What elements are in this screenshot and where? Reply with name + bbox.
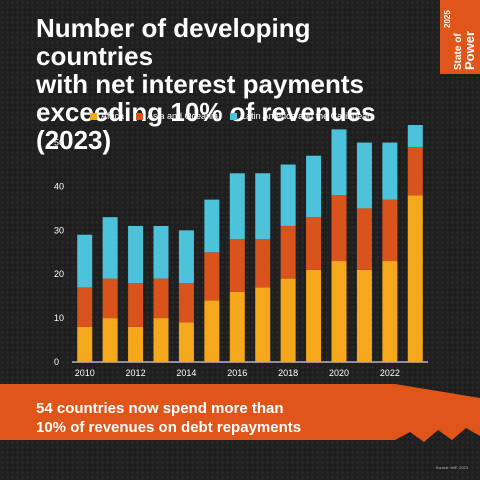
x-tick-label: 2016 xyxy=(227,368,247,378)
title-line-3: exceeding 10% of revenues (2023) xyxy=(36,97,376,155)
bar-segment xyxy=(77,287,93,327)
bar-segment xyxy=(280,164,296,226)
bar-segment xyxy=(128,326,144,362)
bar-segment xyxy=(204,300,220,362)
bar-segment xyxy=(77,234,93,288)
x-tick-label: 2022 xyxy=(380,368,400,378)
bar-segment xyxy=(178,230,194,283)
badge-year: 2025 xyxy=(443,10,452,28)
bar-segment xyxy=(255,287,271,362)
legend-swatch-asia-oceania xyxy=(136,112,144,120)
y-tick-label: 20 xyxy=(54,269,64,279)
banner-shape xyxy=(0,384,410,440)
bar-segment xyxy=(229,291,245,362)
bar-segment xyxy=(407,125,423,147)
legend-label-asia-oceania: Asia and Oceania xyxy=(147,111,219,121)
bar-segment xyxy=(128,225,144,283)
bar-segment xyxy=(382,261,398,362)
badge-line-2: Power xyxy=(462,31,477,70)
bar-segment xyxy=(153,318,169,362)
bar-segment xyxy=(128,283,144,327)
bar-segment xyxy=(229,239,245,292)
banner-flag-tail xyxy=(395,384,480,442)
legend-swatch-africa xyxy=(90,112,97,120)
bar-segment xyxy=(153,278,169,319)
bar-segment xyxy=(204,199,220,253)
bar-segment xyxy=(77,326,93,362)
badge-line-1: State of xyxy=(453,33,464,70)
x-tick-label: 2018 xyxy=(278,368,298,378)
banner-text: 54 countries now spend more than 10% of … xyxy=(36,399,366,437)
bar-segment xyxy=(102,217,118,279)
badge-text: 2025 State of Power xyxy=(443,10,477,70)
y-tick-label: 10 xyxy=(54,313,64,323)
legend-item-latin-america: Latin America and the Caribbean xyxy=(230,111,372,121)
legend-label-africa: Africa xyxy=(101,111,125,121)
source-note: Source: IMF, 2023 xyxy=(435,465,468,470)
bar-segment xyxy=(204,252,220,301)
legend-swatch-latin-america xyxy=(230,112,238,120)
bar-segment xyxy=(331,129,347,196)
y-tick-label: 40 xyxy=(54,181,64,191)
bar-segment xyxy=(255,173,271,240)
bar-segment xyxy=(382,199,398,262)
legend-item-africa: Africa xyxy=(90,111,124,121)
bar-segment xyxy=(306,217,322,270)
bar-segment xyxy=(280,278,296,362)
state-of-power-badge: 2025 State of Power xyxy=(440,0,480,74)
banner-line-2: 10% of revenues on debt repayments xyxy=(36,419,302,436)
bar-segment xyxy=(407,146,423,196)
bar-segment xyxy=(178,283,194,323)
y-tick-label: 30 xyxy=(54,225,64,235)
bar-segment xyxy=(280,225,296,279)
bar-segment xyxy=(229,173,245,240)
title-line-1: Number of developing countries xyxy=(36,13,311,71)
chart-title: Number of developing countries with net … xyxy=(36,14,426,154)
chart-legend: Africa Asia and Oceania Latin America an… xyxy=(90,111,372,121)
x-tick-label: 2020 xyxy=(329,368,349,378)
x-tick-label: 2014 xyxy=(176,368,196,378)
bar-segment xyxy=(178,322,194,362)
legend-item-asia-oceania: Asia and Oceania xyxy=(136,111,218,121)
x-tick-label: 2010 xyxy=(75,368,95,378)
banner-line-1: 54 countries now spend more than xyxy=(36,400,284,417)
bar-segment xyxy=(255,239,271,288)
x-tick-label: 2012 xyxy=(126,368,146,378)
bar-segment xyxy=(331,261,347,362)
bar-segment xyxy=(407,195,423,362)
legend-label-latin-america: Latin America and the Caribbean xyxy=(241,111,373,121)
banner-ribbon xyxy=(0,384,480,442)
bar-segment xyxy=(331,195,347,262)
title-line-2: with net interest payments xyxy=(36,69,364,99)
bar-segment xyxy=(356,269,372,362)
bar-segment xyxy=(356,142,372,209)
bar-segment xyxy=(306,269,322,362)
bar-segment xyxy=(356,208,372,270)
bar-segment xyxy=(153,225,169,279)
bar-segment xyxy=(102,278,118,319)
bar-segment xyxy=(306,155,322,218)
y-tick-label: 50 xyxy=(54,138,64,148)
bar-segment xyxy=(382,142,398,200)
y-tick-label: 0 xyxy=(54,357,59,367)
bar-segment xyxy=(102,318,118,362)
